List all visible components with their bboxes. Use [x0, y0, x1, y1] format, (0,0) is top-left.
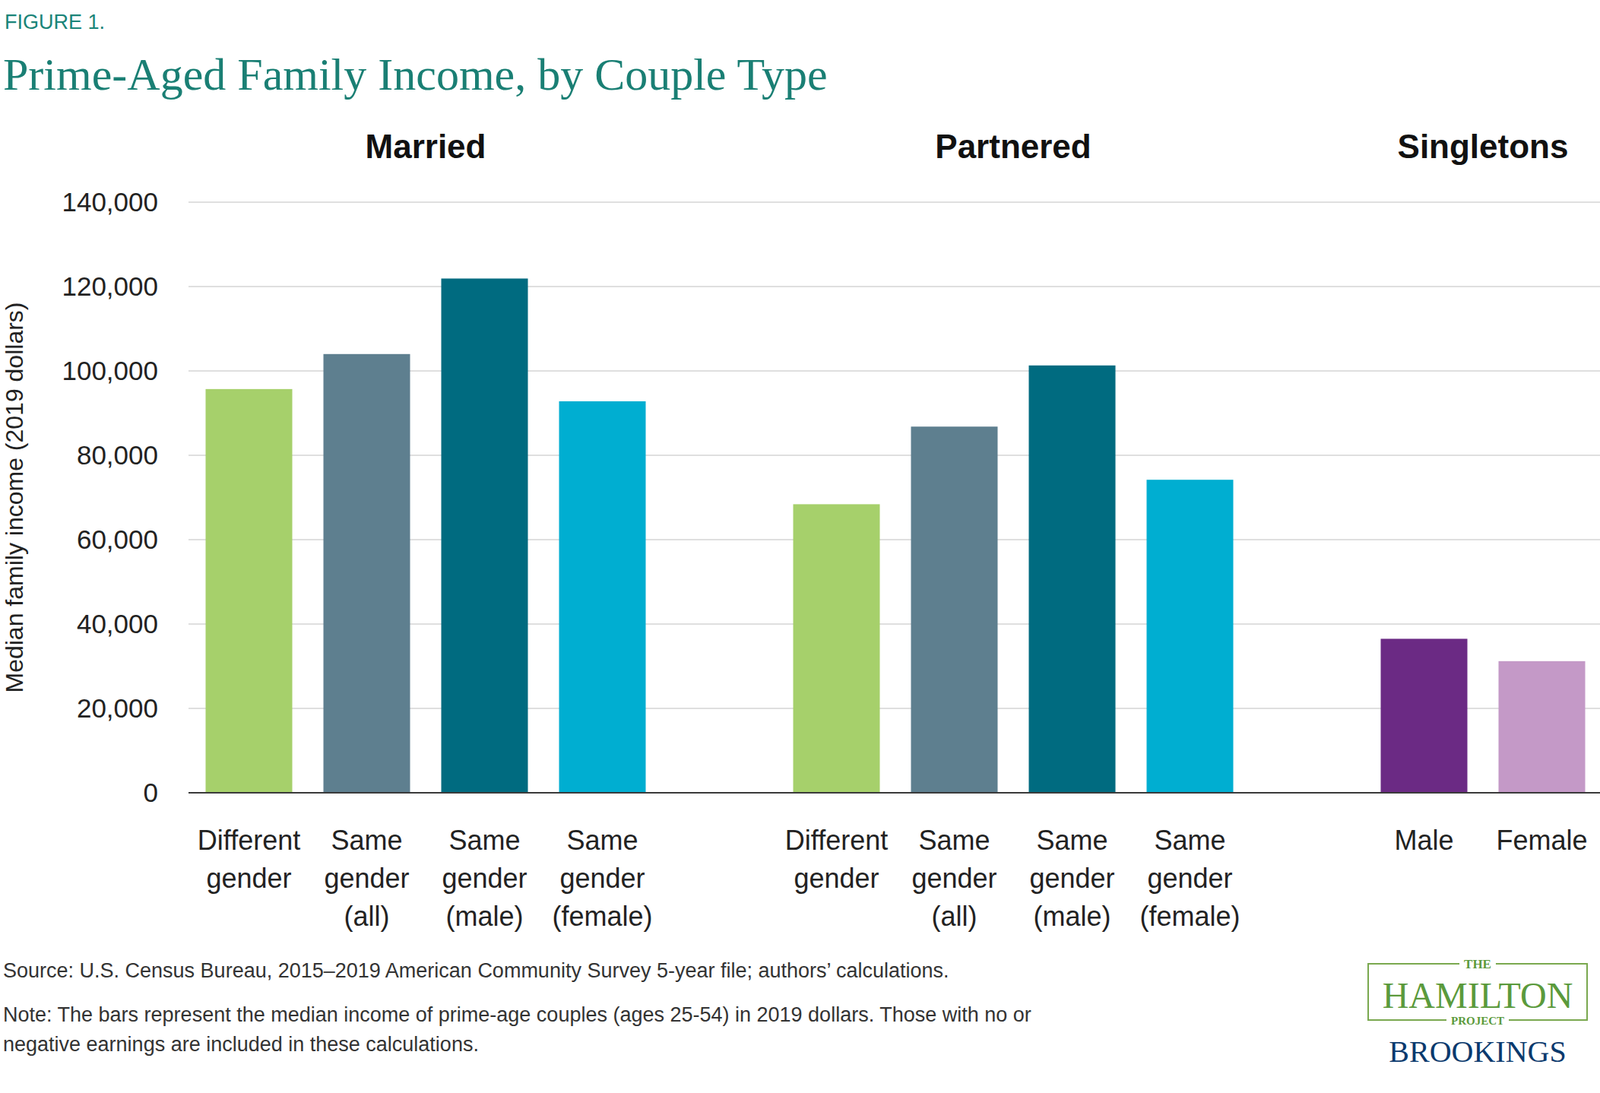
y-tick-label: 0: [143, 777, 159, 808]
logo-knockout: [1446, 1014, 1509, 1027]
bars: [205, 278, 647, 793]
bar: [205, 389, 293, 793]
category-label: Female: [1495, 824, 1588, 856]
logo-box: [1368, 963, 1588, 1021]
y-tick-label: 40,000: [76, 608, 159, 639]
grid-line: [661, 285, 1249, 288]
logo-text: BROOKINGS: [1388, 1034, 1566, 1069]
category-label-line: Same: [1036, 824, 1108, 856]
category-label-line: Same: [918, 824, 990, 856]
grid-line: [1248, 454, 1600, 457]
grid-line: [1248, 285, 1600, 288]
title: Prime-Aged Family Income, by Couple Type: [3, 49, 828, 100]
bar: [1381, 638, 1468, 793]
bars: [1381, 638, 1586, 793]
y-tick-label: 100,000: [61, 355, 159, 386]
panel: 0 20,000 40,000 60,000 80,000 100,000 120,000 1…: [0, 127, 662, 932]
grid-line: [661, 201, 1249, 203]
category-label-line: gender: [323, 862, 409, 894]
category-label-line: gender: [1029, 862, 1115, 894]
baseline: [661, 792, 1249, 794]
panel-title: Singletons: [1397, 127, 1569, 165]
note: negative earnings are included in these …: [3, 1032, 479, 1056]
figure-label: FIGURE 1.: [4, 10, 105, 34]
category-label-line: Female: [1495, 824, 1588, 856]
category-label-line: gender: [911, 862, 997, 894]
panel: PartneredDifferentgenderSamegender(all)S…: [661, 127, 1249, 932]
grid-line: [188, 201, 662, 203]
bar: [1146, 479, 1234, 793]
category-label: Different gender: [197, 824, 301, 894]
logo-text: PROJECT: [1451, 1014, 1505, 1027]
category-label-line: gender: [205, 862, 292, 894]
grid-line: [1248, 201, 1600, 203]
category-label: Same gender (female): [551, 824, 653, 932]
baseline: [1248, 792, 1600, 794]
category-label: Different gender: [785, 824, 888, 894]
panel-title: Partnered: [934, 127, 1091, 165]
y-tick-label: 60,000: [76, 524, 159, 555]
logo-text: THE: [1463, 956, 1492, 972]
grid-line: [188, 370, 662, 372]
category-label-line: gender: [793, 862, 879, 894]
category-label-line: Same: [448, 824, 520, 856]
category-label: Same gender (all): [911, 824, 997, 932]
panel-title: Married: [365, 127, 487, 165]
category-label-line: gender: [441, 862, 527, 894]
category-label-line: (male): [1032, 900, 1111, 932]
bars: [793, 365, 1234, 793]
source: Source: U.S. Census Bureau, 2015–2019 Am…: [3, 959, 950, 983]
bar: [1029, 365, 1116, 793]
category-label-line: Different: [197, 824, 301, 856]
bar: [793, 503, 881, 793]
logo-text: HAMILTON: [1382, 975, 1574, 1016]
grid-line: [661, 370, 1249, 372]
bar: [559, 401, 647, 793]
grid-line: [188, 285, 662, 288]
category-label-line: gender: [1146, 862, 1233, 894]
y-tick-label: 140,000: [61, 186, 159, 217]
category-label-line: (all): [344, 900, 390, 932]
y-tick-label: 20,000: [76, 693, 159, 723]
category-label: Same gender (all): [323, 824, 409, 932]
category-label-line: Same: [1153, 824, 1226, 856]
grid-line: [1248, 538, 1600, 541]
grid-line: [1248, 623, 1600, 625]
bar: [441, 278, 529, 793]
logo-knockout: [1459, 956, 1496, 972]
figure: FIGURE 1. Prime-Aged Family Income, by Co…: [0, 0, 1600, 1093]
bar: [1498, 661, 1586, 793]
panel: Singletons Male Female: [1248, 127, 1600, 856]
bar: [323, 354, 411, 793]
category-label-line: Same: [566, 824, 638, 856]
category-label-line: (all): [931, 900, 978, 932]
background: [0, 0, 1600, 1093]
y-tick-label: 80,000: [76, 440, 159, 470]
category-label-line: (female): [551, 900, 653, 932]
category-label-line: Male: [1394, 824, 1454, 856]
category-label: Same gender (male): [1029, 824, 1115, 932]
category-label-line: gender: [559, 862, 645, 894]
bar: [911, 426, 999, 793]
category-label-line: Same: [330, 824, 403, 856]
y-tick-label: 120,000: [61, 271, 159, 301]
category-label-line: (male): [445, 900, 523, 932]
category-label: Male: [1394, 824, 1454, 856]
logo: THE HAMILTONPROJECT BROOKINGS: [1368, 956, 1588, 1069]
category-label-line: (female): [1139, 900, 1240, 932]
baseline: [188, 792, 662, 794]
category-label-line: Different: [785, 824, 888, 856]
category-label: Same gender (male): [441, 824, 527, 932]
category-label: Same gender (female): [1139, 824, 1240, 932]
note: Note: The bars represent the median inco…: [3, 1003, 1032, 1027]
y-axis-label: Median family income (2019 dollars): [0, 302, 29, 694]
grid-line: [1248, 370, 1600, 372]
